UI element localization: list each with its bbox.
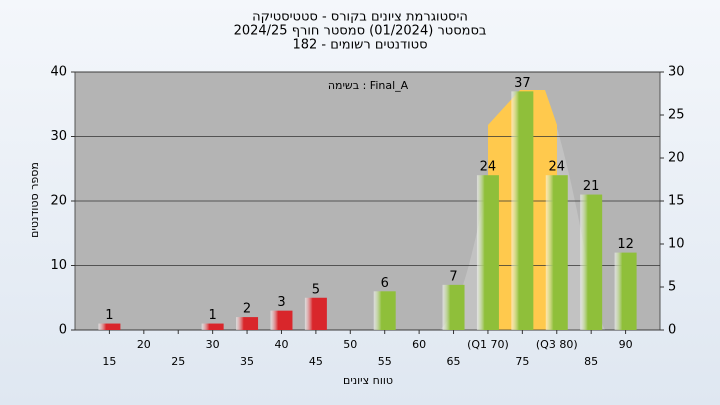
value-label: 3: [277, 295, 285, 310]
title: היסטוגרמת ציונים בקורס - סטטיסטיקה: [252, 10, 468, 25]
value-label: 1: [105, 308, 113, 323]
y2-tick-label: 5: [668, 280, 676, 295]
bar: [614, 252, 637, 330]
y2-tick-label: 30: [668, 65, 685, 80]
y-tick-label: 20: [50, 194, 67, 209]
value-label: 37: [514, 76, 531, 91]
y2-tick-label: 10: [668, 237, 685, 252]
bar: [304, 297, 327, 330]
x-tick-label: 35: [240, 355, 254, 368]
value-label: 21: [583, 179, 600, 194]
y2-tick-label: 15: [668, 194, 685, 209]
bar: [270, 310, 293, 330]
title: בסמסטר (01/2024) סמסטר חורף 2024/25: [234, 24, 487, 39]
x-tick-label: 20: [137, 338, 151, 351]
y-tick-label: 40: [50, 65, 67, 80]
value-label: 24: [548, 160, 565, 175]
bar: [580, 194, 603, 330]
bar: [442, 284, 465, 330]
y2-tick-label: 20: [668, 151, 685, 166]
bar: [98, 323, 121, 330]
y-tick-label: 0: [59, 323, 67, 338]
bar: [511, 91, 534, 330]
x-tick-label: 30: [206, 338, 220, 351]
value-label: 1: [209, 308, 217, 323]
x-tick-label: 90: [619, 338, 633, 351]
y-axis-label: מספר סטודנטים: [28, 162, 41, 238]
value-label: 12: [617, 237, 634, 252]
x-tick-label: 60: [412, 338, 426, 351]
y2-tick-label: 0: [668, 323, 676, 338]
title: סטודנטים רשומים - 182: [292, 38, 427, 53]
value-label: 5: [312, 282, 320, 297]
x-tick-label: 40: [274, 338, 288, 351]
x-tick-label: 45: [309, 355, 323, 368]
bar: [476, 175, 499, 330]
x-tick-label: 75: [515, 355, 529, 368]
y-tick-label: 10: [50, 258, 67, 273]
value-label: 6: [381, 276, 389, 291]
bar: [545, 175, 568, 330]
x-tick-label: 55: [378, 355, 392, 368]
bar: [236, 317, 259, 330]
value-label: 7: [449, 269, 457, 284]
y-tick-label: 30: [50, 129, 67, 144]
y2-tick-label: 25: [668, 108, 685, 123]
x-tick-label: 65: [447, 355, 461, 368]
x-tick-label: (Q3 80): [536, 338, 578, 351]
x-tick-label: 25: [171, 355, 185, 368]
x-tick-label: 85: [584, 355, 598, 368]
bar: [373, 291, 396, 330]
x-tick-label: 50: [343, 338, 357, 351]
annotation: בשימה : Final_A: [328, 79, 409, 92]
x-tick-label: (Q1 70): [467, 338, 509, 351]
bar: [201, 323, 224, 330]
x-tick-label: 15: [102, 355, 116, 368]
value-label: 2: [243, 302, 251, 317]
value-label: 24: [480, 160, 497, 175]
x-axis-label: טווח ציונים: [343, 374, 393, 387]
